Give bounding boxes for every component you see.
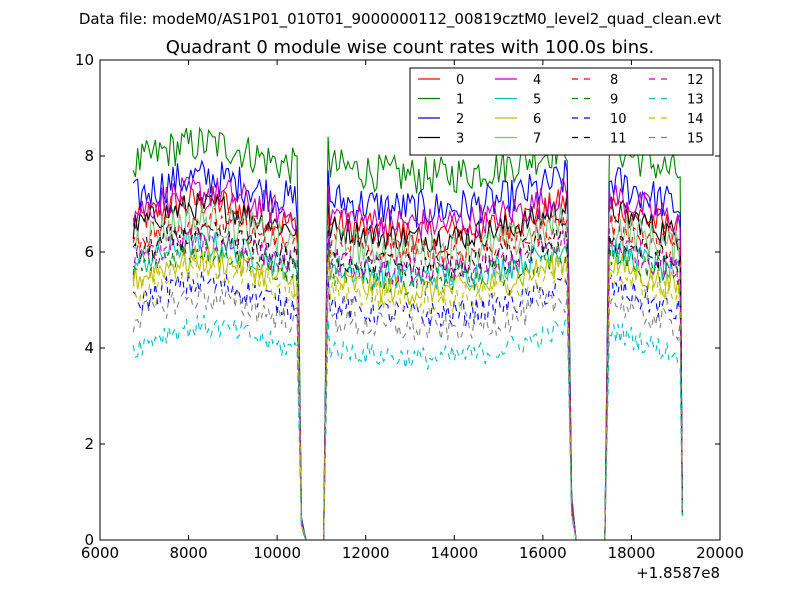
legend-label-7: 7 (533, 132, 541, 147)
y-tick-label: 0 (84, 531, 94, 549)
x-axis-offset-label: +1.8587e8 (636, 564, 720, 582)
series-line-8 (132, 208, 683, 540)
series-line-4 (132, 176, 683, 540)
x-tick-label: 20000 (696, 544, 744, 562)
series-line-13 (132, 314, 683, 540)
legend-label-1: 1 (456, 93, 464, 108)
legend-label-14: 14 (687, 112, 704, 127)
legend-box (409, 67, 714, 156)
x-tick-label: 18000 (608, 544, 656, 562)
series-line-1 (132, 126, 683, 540)
x-tick-label: 8000 (169, 544, 207, 562)
y-tick-label: 6 (84, 243, 94, 261)
legend-label-11: 11 (610, 132, 627, 147)
legend-label-9: 9 (610, 93, 618, 108)
series-layer (132, 126, 683, 540)
legend-label-10: 10 (610, 112, 627, 127)
chart-suptitle: Data file: modeM0/AS1P01_010T01_90000001… (79, 10, 721, 29)
series-line-12 (132, 226, 683, 540)
legend-label-4: 4 (533, 73, 541, 88)
y-tick-label: 4 (84, 339, 94, 357)
y-tick-label: 10 (75, 51, 94, 69)
legend-label-3: 3 (456, 132, 464, 147)
series-line-15 (132, 285, 683, 540)
y-tick-label: 8 (84, 147, 94, 165)
chart-title: Quadrant 0 module wise count rates with … (166, 37, 655, 58)
legend-label-2: 2 (456, 112, 464, 127)
ticks-layer: 6000 8000 10000 12000 14000 16000 18000 20000 0 2… (75, 51, 744, 562)
x-tick-label: 6000 (81, 544, 119, 562)
legend-label-12: 12 (687, 73, 704, 88)
x-tick-label: 10000 (253, 544, 301, 562)
series-line-2 (132, 159, 683, 540)
y-tick-label: 2 (84, 435, 94, 453)
series-line-10 (132, 270, 683, 540)
legend-label-13: 13 (687, 93, 704, 108)
legend-label-5: 5 (533, 93, 541, 108)
plot-frame (99, 59, 721, 541)
legend-label-0: 0 (456, 73, 464, 88)
series-line-14 (132, 254, 683, 540)
legend-label-6: 6 (533, 112, 541, 127)
legend-label-15: 15 (687, 132, 704, 147)
x-tick-label: 16000 (519, 544, 567, 562)
x-tick-label: 12000 (342, 544, 390, 562)
legend-label-8: 8 (610, 73, 618, 88)
x-tick-label: 14000 (430, 544, 478, 562)
